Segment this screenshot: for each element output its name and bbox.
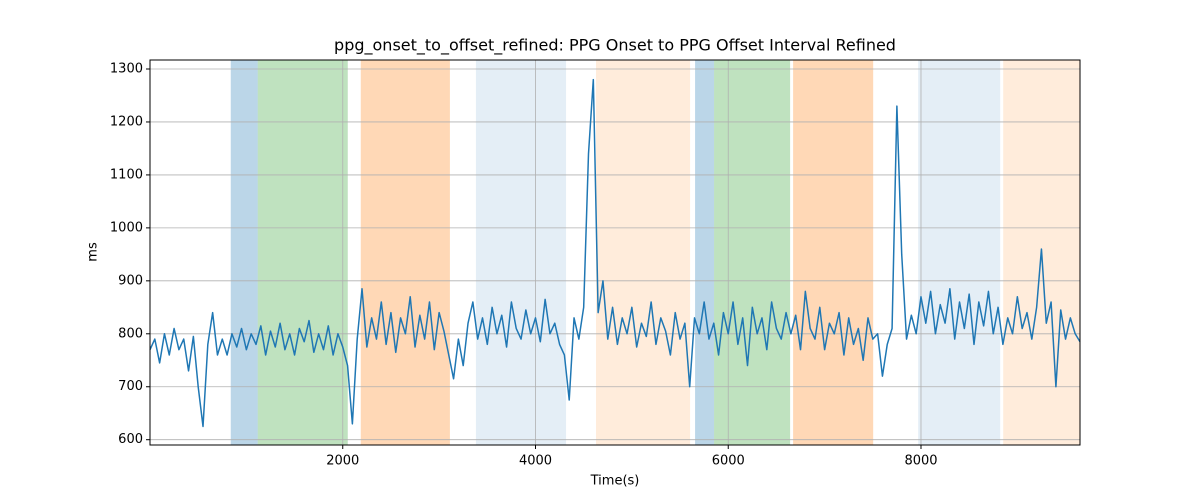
y-tick-label: 1000 [110,220,143,235]
y-tick-label: 700 [118,379,143,394]
x-tick-label: 6000 [712,454,745,469]
shaded-span [360,60,450,445]
shaded-span [793,60,874,445]
shaded-span [596,60,691,445]
y-tick-label: 1200 [110,114,143,129]
x-tick-label: 2000 [326,454,359,469]
y-tick-label: 1300 [110,62,143,77]
shaded-span [257,60,348,445]
shaded-span [695,60,715,445]
plot-frame [149,59,1081,446]
data-line [149,78,1081,428]
y-tick-label: 800 [118,326,143,341]
y-tick-label: 1100 [110,167,143,182]
shaded-span [475,60,567,445]
x-tick-label: 8000 [904,454,937,469]
y-tick-label: 900 [118,273,143,288]
shaded-span [230,60,258,445]
y-axis-label: ms [86,242,101,262]
x-axis-label: Time(s) [590,474,640,489]
shaded-span [714,60,791,445]
y-tick-label: 600 [118,432,143,447]
x-tick-label: 4000 [519,454,552,469]
shaded-span [918,60,1001,445]
chart-title: ppg_onset_to_offset_refined: PPG Onset t… [334,36,896,56]
